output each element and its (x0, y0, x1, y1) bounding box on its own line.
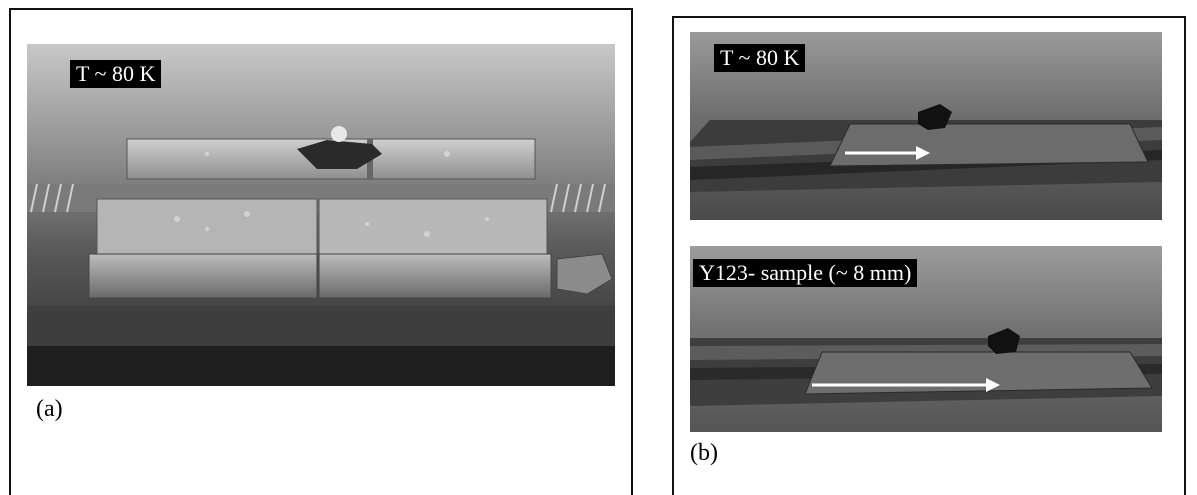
panel-a-photo (27, 44, 615, 386)
panel-a-caption: (a) (36, 396, 63, 422)
panel-b-sample-label: Y123- sample (~ 8 mm) (693, 259, 918, 287)
panel-a-temperature-label: T ~ 80 K (70, 60, 162, 88)
panel-b-caption: (b) (690, 440, 718, 466)
panel-b-top-temperature-label: T ~ 80 K (714, 44, 806, 72)
